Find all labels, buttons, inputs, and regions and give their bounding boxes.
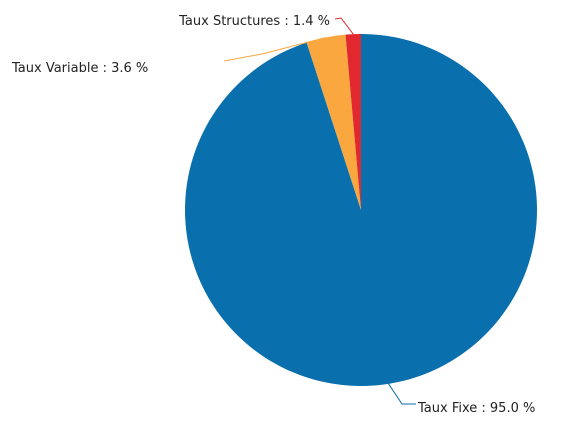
- leader-line-taux-structures: [334, 17, 354, 35]
- pie-slice-taux-variable[interactable]: [306, 34, 361, 211]
- pie-labels: Taux Fixe : 95.0 % Taux Variable : 3.6 % T…: [11, 14, 535, 416]
- leader-line-taux-variable: [223, 37, 326, 62]
- pie-leader-lines: [223, 17, 416, 405]
- leader-line-taux-fixe: [388, 383, 416, 405]
- pie-label-taux-structures: Taux Structures : 1.4 %: [178, 14, 330, 29]
- pie-slice-taux-structures[interactable]: [345, 34, 361, 210]
- pie-label-taux-variable: Taux Variable : 3.6 %: [11, 61, 148, 76]
- pie-slice-taux-fixe[interactable]: [184, 34, 537, 387]
- pie-slices: [184, 34, 537, 387]
- pie-label-taux-fixe: Taux Fixe : 95.0 %: [417, 401, 535, 416]
